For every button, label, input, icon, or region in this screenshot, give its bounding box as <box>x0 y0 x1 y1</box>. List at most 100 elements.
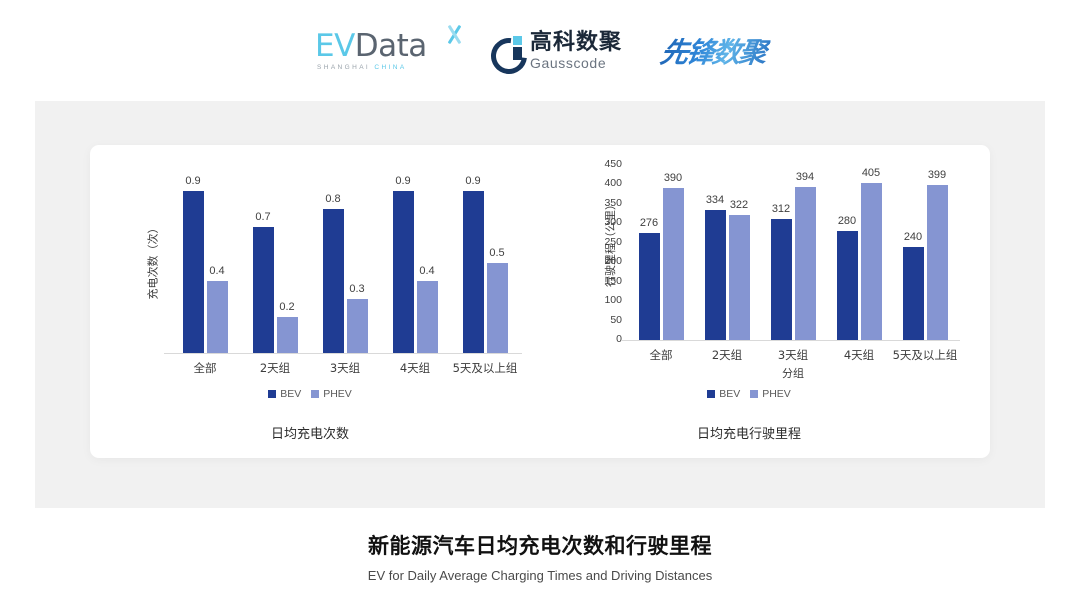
x-axis-baseline <box>164 353 522 354</box>
bar-daily-charging-times-bev-3 <box>392 191 414 353</box>
bar-value-label: 0.8 <box>325 193 341 205</box>
bar-value-label: 399 <box>927 168 947 181</box>
legend-item-phev[interactable]: PHEV <box>311 388 352 400</box>
legend-swatch-icon <box>707 390 716 398</box>
bar-value-label: 312 <box>771 202 791 215</box>
bar-daily-charging-times-bev-0 <box>182 191 204 353</box>
bar-daily-charging-distance-phev-1 <box>728 214 750 340</box>
bar-daily-charging-distance-bev-2 <box>770 218 792 340</box>
y-axis-tick-label: 300 <box>604 216 622 229</box>
x-axis-category-label: 3天组 <box>329 361 361 375</box>
y-axis-title: 充电次数（次） <box>146 222 160 300</box>
x-axis-category-label: 3天组 <box>777 348 809 362</box>
bar-daily-charging-distance-bev-0 <box>638 232 660 340</box>
evdata-data-text: Data <box>354 28 428 64</box>
x-axis-category-label: 2天组 <box>711 348 743 362</box>
bar-value-label: 0.5 <box>489 247 505 259</box>
chart-legend: BEV PHEV <box>540 388 958 400</box>
bar-daily-charging-times-phev-4 <box>486 263 508 353</box>
y-axis-tick-label: 250 <box>604 235 622 248</box>
bar-daily-charging-distance-phev-2 <box>794 186 816 340</box>
legend-item-bev[interactable]: BEV <box>268 388 301 400</box>
chart-caption: 日均充电行驶里程 <box>696 427 801 442</box>
bar-value-label: 322 <box>729 198 749 211</box>
bar-value-label: 280 <box>837 215 857 228</box>
footer-title-en: EV for Daily Average Charging Times and … <box>367 568 713 583</box>
bar-daily-charging-distance-bev-3 <box>836 231 858 340</box>
bar-daily-charging-distance-phev-3 <box>860 182 882 340</box>
bar-daily-charging-distance-phev-0 <box>662 188 684 340</box>
legend-label: PHEV <box>762 388 791 400</box>
bar-value-label: 334 <box>705 194 725 207</box>
bar-value-label: 276 <box>639 216 659 229</box>
bar-value-label: 390 <box>663 172 683 185</box>
y-axis-tick-label: 50 <box>610 313 622 326</box>
x-axis-category-label: 4天组 <box>843 348 875 362</box>
evdata-ev-text: EV <box>314 28 355 64</box>
bar-daily-charging-distance-bev-1 <box>704 210 726 340</box>
y-axis-tick-label: 200 <box>604 255 622 268</box>
x-axis-title: 分组 <box>782 367 804 380</box>
legend-item-bev[interactable]: BEV <box>707 388 740 400</box>
bar-value-label: 0.3 <box>349 283 365 295</box>
bar-daily-charging-times-phev-3 <box>416 281 438 353</box>
bar-daily-charging-times-phev-0 <box>206 281 228 353</box>
gausscode-logo: 高科数聚 Gausscode <box>483 28 635 82</box>
x-axis-baseline <box>622 340 960 341</box>
bar-value-label: 394 <box>795 170 815 183</box>
xianfeng-logo: 先锋数聚 <box>654 31 772 71</box>
bar-value-label: 0.4 <box>209 265 225 277</box>
evdata-sublabel: SHANGHAI CHINA <box>317 64 407 71</box>
legend-label: PHEV <box>323 388 352 400</box>
y-axis-tick-label: 0 <box>616 333 622 345</box>
bar-value-label: 0.2 <box>279 301 295 313</box>
evdata-country-text: CHINA <box>374 64 407 71</box>
evdata-wordmark: EVData <box>315 28 427 64</box>
x-cross-icon <box>445 24 465 44</box>
x-axis-category-label: 全部 <box>193 361 217 375</box>
x-axis-category-label: 2天组 <box>259 361 291 375</box>
gausscode-cn-text: 高科数聚 <box>529 30 622 55</box>
bar-daily-charging-times-bev-2 <box>322 209 344 353</box>
bar-value-label: 0.9 <box>185 175 201 187</box>
chart-caption: 日均充电次数 <box>270 427 349 442</box>
chart-daily-charging-distance: 行驶里程（公里） 0 50 100 150 200 250 300 350 400 450 276 39… <box>540 145 990 458</box>
x-axis-category-label: 5天及以上组 <box>892 348 958 362</box>
legend-swatch-icon <box>268 390 277 398</box>
bar-value-label: 0.4 <box>419 265 435 277</box>
bar-value-label: 0.9 <box>395 175 411 187</box>
gausscode-text: 高科数聚 Gausscode <box>529 30 622 71</box>
x-axis-category-label: 4天组 <box>399 361 431 375</box>
chart-daily-charging-times: 充电次数（次） 0.9 0.4 全部 0.7 0.2 2天组 0.8 0.3 3天组 0.9 0.4 4… <box>100 145 540 458</box>
x-axis-category-label: 5天及以上组 <box>452 361 518 375</box>
legend-swatch-icon <box>311 390 320 398</box>
bar-value-label: 0.9 <box>465 175 481 187</box>
gausscode-en-text: Gausscode <box>529 55 607 71</box>
y-axis-tick-label: 100 <box>604 294 622 307</box>
legend-label: BEV <box>280 388 302 400</box>
bar-daily-charging-distance-bev-4 <box>902 246 924 340</box>
y-axis-tick-label: 350 <box>604 196 622 209</box>
legend-item-phev[interactable]: PHEV <box>750 388 791 400</box>
legend-label: BEV <box>719 388 741 400</box>
bar-daily-charging-distance-phev-4 <box>926 184 948 340</box>
charts-card: 充电次数（次） 0.9 0.4 全部 0.7 0.2 2天组 0.8 0.3 3天组 0.9 0.4 4… <box>90 145 990 458</box>
footer-titles: 新能源汽车日均充电次数和行驶里程 EV for Daily Average Ch… <box>0 530 1080 583</box>
y-axis-tick-label: 450 <box>604 158 622 170</box>
bar-value-label: 240 <box>903 230 923 243</box>
bar-daily-charging-times-phev-1 <box>276 317 298 353</box>
evdata-logo: EVData SHANGHAI CHINA <box>311 26 469 76</box>
y-axis-tick-label: 400 <box>604 177 622 190</box>
bar-daily-charging-times-bev-4 <box>462 191 484 353</box>
bar-value-label: 0.7 <box>255 211 271 223</box>
evdata-city-text: SHANGHAI <box>316 64 371 71</box>
footer-title-cn: 新能源汽车日均充电次数和行驶里程 <box>368 534 712 558</box>
bar-value-label: 405 <box>861 166 881 179</box>
x-axis-category-label: 全部 <box>649 348 673 362</box>
bar-daily-charging-times-phev-2 <box>346 299 368 353</box>
logo-header: EVData SHANGHAI CHINA 高科数聚 Gausscode 先锋数… <box>0 22 1080 82</box>
gausscode-mark-icon <box>483 30 535 82</box>
legend-swatch-icon <box>750 390 759 398</box>
bar-daily-charging-times-bev-1 <box>252 227 274 353</box>
chart-legend: BEV PHEV <box>100 388 520 400</box>
